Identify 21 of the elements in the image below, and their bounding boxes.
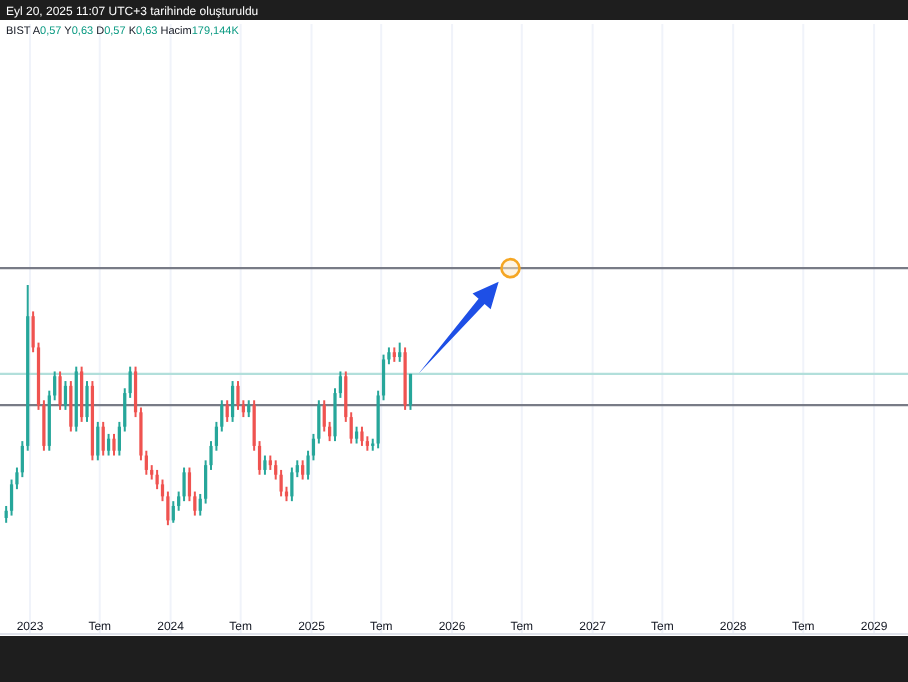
candlestick	[106, 432, 111, 457]
candlestick	[290, 466, 294, 503]
candlestick	[408, 372, 413, 411]
candlestick	[85, 380, 89, 423]
candlestick	[63, 380, 68, 411]
candlestick	[360, 425, 364, 447]
candlestick	[101, 420, 105, 457]
candlestick	[230, 380, 235, 423]
candlestick	[96, 420, 100, 462]
candlestick	[112, 432, 116, 457]
candlestick	[182, 466, 186, 503]
candlestick	[58, 370, 62, 411]
candlestick	[322, 399, 326, 433]
candlestick	[236, 380, 240, 411]
candlestick	[279, 468, 283, 498]
candlestick	[263, 454, 267, 476]
candlestick	[80, 365, 84, 423]
candlestick	[69, 380, 73, 433]
candlestick	[398, 341, 402, 363]
candlestick	[225, 399, 229, 423]
candlestick	[301, 459, 305, 481]
